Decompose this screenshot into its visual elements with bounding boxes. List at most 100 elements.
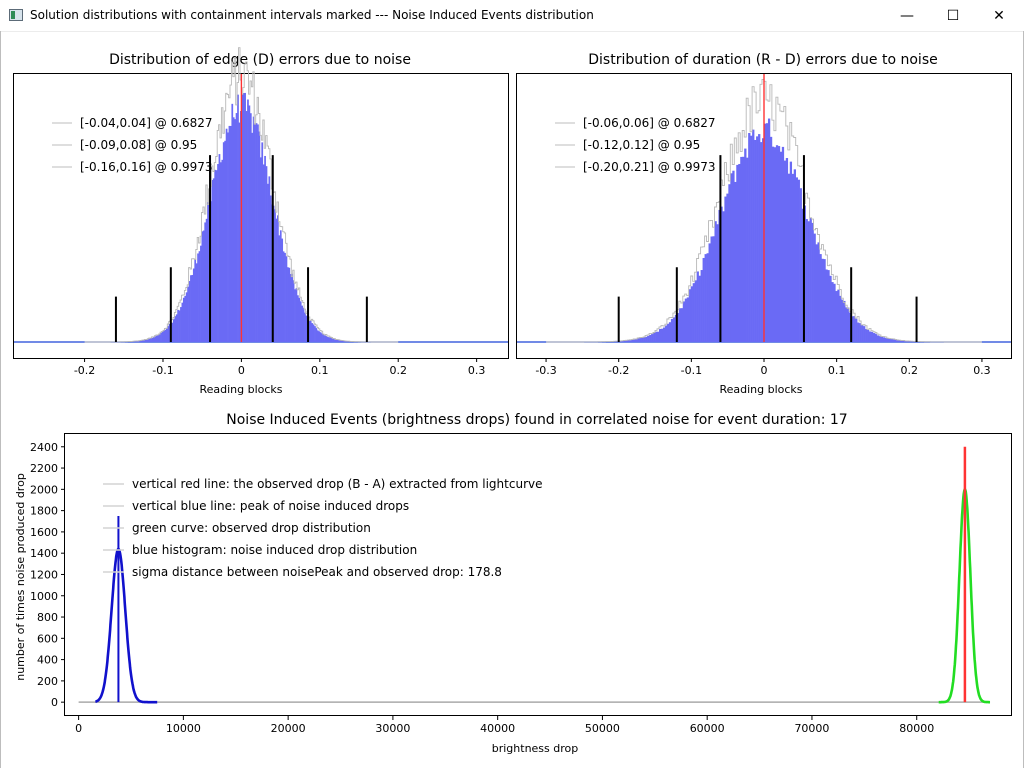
histogram-bar bbox=[316, 330, 319, 342]
histogram-bar bbox=[268, 176, 271, 342]
histogram-bar bbox=[165, 328, 168, 342]
histogram-bar bbox=[158, 334, 161, 342]
histogram-bar bbox=[311, 323, 313, 342]
histogram-bar bbox=[886, 338, 890, 342]
histogram-bar bbox=[278, 235, 281, 342]
histogram-bar bbox=[277, 215, 279, 342]
histogram-bar bbox=[752, 129, 755, 342]
histogram-bar bbox=[238, 122, 241, 342]
x-tick-label: -0.2 bbox=[608, 364, 629, 377]
histogram-bar bbox=[835, 291, 838, 342]
histogram-bar bbox=[692, 283, 695, 342]
histogram-bar bbox=[261, 142, 264, 342]
x-tick-label: 0 bbox=[761, 364, 768, 377]
histogram-bar bbox=[649, 334, 652, 342]
histogram-bar bbox=[137, 340, 140, 342]
histogram-bar bbox=[734, 181, 737, 342]
histogram-bar bbox=[795, 177, 798, 342]
histogram-bar bbox=[336, 339, 339, 342]
histogram-bar bbox=[682, 301, 686, 342]
histogram-bar bbox=[195, 263, 198, 342]
histogram-bar bbox=[155, 335, 158, 342]
histogram-bar bbox=[235, 113, 238, 342]
y-tick-label: 800 bbox=[37, 611, 58, 624]
histogram-bar bbox=[643, 337, 646, 342]
histogram-bar bbox=[172, 319, 175, 342]
histogram-bar bbox=[265, 166, 268, 342]
histogram-bar bbox=[902, 340, 905, 342]
histogram-bar bbox=[191, 274, 194, 342]
events-chart-ylabel: number of times noise produced drop bbox=[14, 473, 27, 681]
histogram-bar bbox=[187, 286, 189, 342]
histogram-bar bbox=[322, 334, 325, 342]
histogram-bar bbox=[269, 195, 272, 342]
histogram-bar bbox=[791, 173, 795, 342]
maximize-button[interactable]: ☐ bbox=[946, 7, 960, 24]
duration-chart-title: Distribution of duration (R - D) errors … bbox=[588, 52, 937, 68]
histogram-bar bbox=[249, 113, 252, 342]
histogram-bar bbox=[641, 337, 644, 342]
histogram-bar bbox=[308, 320, 311, 342]
histogram-bar bbox=[882, 337, 886, 342]
histogram-bar bbox=[190, 275, 192, 342]
histogram-bar bbox=[900, 340, 903, 342]
histogram-bar bbox=[167, 326, 169, 342]
histogram-bar bbox=[262, 164, 265, 342]
histogram-bar bbox=[207, 202, 209, 342]
x-tick-label: 60000 bbox=[690, 722, 725, 735]
histogram-bar bbox=[686, 297, 690, 342]
legend-entry: [-0.16,0.16] @ 0.9973 bbox=[80, 160, 213, 174]
histogram-bar bbox=[908, 341, 911, 342]
histogram-bar bbox=[662, 327, 666, 342]
histogram-bar bbox=[182, 297, 185, 342]
histogram-bar bbox=[318, 331, 321, 342]
y-tick-label: 200 bbox=[37, 675, 58, 688]
x-tick-label: 0.2 bbox=[389, 364, 407, 377]
histogram-bar bbox=[321, 333, 323, 342]
histogram-bar bbox=[245, 111, 248, 343]
x-tick-label: 80000 bbox=[899, 722, 934, 735]
histogram-bar bbox=[787, 173, 791, 342]
histogram-bar bbox=[234, 119, 236, 342]
histogram-bar bbox=[222, 142, 225, 342]
histogram-bar bbox=[154, 336, 157, 342]
histogram-bar bbox=[157, 334, 160, 342]
edge-chart-title: Distribution of edge (D) errors due to n… bbox=[109, 52, 411, 68]
minimize-button[interactable]: — bbox=[900, 7, 914, 24]
histogram-bar bbox=[629, 340, 632, 342]
histogram-bar bbox=[221, 159, 224, 342]
histogram-bar bbox=[259, 157, 262, 342]
histogram-bar bbox=[338, 340, 341, 342]
histogram-bar bbox=[869, 331, 872, 342]
legend-entry: [-0.12,0.12] @ 0.95 bbox=[583, 138, 700, 152]
duration-chart-xlabel: Reading blocks bbox=[719, 383, 802, 396]
histogram-bar bbox=[294, 289, 296, 342]
histogram-bar bbox=[722, 211, 725, 342]
histogram-bar bbox=[767, 118, 771, 342]
legend-entry: [-0.09,0.08] @ 0.95 bbox=[80, 138, 197, 152]
histogram-bar bbox=[738, 163, 741, 342]
histogram-bar bbox=[666, 323, 670, 342]
legend-entry: green curve: observed drop distribution bbox=[132, 521, 371, 535]
histogram-bar bbox=[657, 331, 660, 342]
histogram-bar bbox=[821, 258, 824, 342]
histogram-bar bbox=[148, 338, 151, 342]
histogram-bar bbox=[153, 337, 155, 342]
histogram-bar bbox=[651, 333, 654, 342]
histogram-bar bbox=[688, 289, 691, 342]
histogram-bar bbox=[878, 336, 882, 342]
histogram-bar bbox=[754, 139, 757, 342]
histogram-bar bbox=[627, 340, 630, 342]
histogram-bar bbox=[177, 309, 179, 342]
histogram-bar bbox=[225, 128, 228, 342]
y-tick-label: 1200 bbox=[30, 568, 58, 581]
histogram-bar bbox=[843, 300, 846, 342]
histogram-bar bbox=[764, 123, 767, 342]
x-tick-label: -0.1 bbox=[152, 364, 173, 377]
histogram-bar bbox=[811, 222, 814, 342]
close-button[interactable]: ✕ bbox=[993, 7, 1005, 24]
histogram-bar bbox=[653, 332, 656, 342]
histogram-bar bbox=[279, 230, 282, 342]
histogram-bar bbox=[720, 206, 723, 342]
histogram-bar bbox=[621, 340, 624, 342]
